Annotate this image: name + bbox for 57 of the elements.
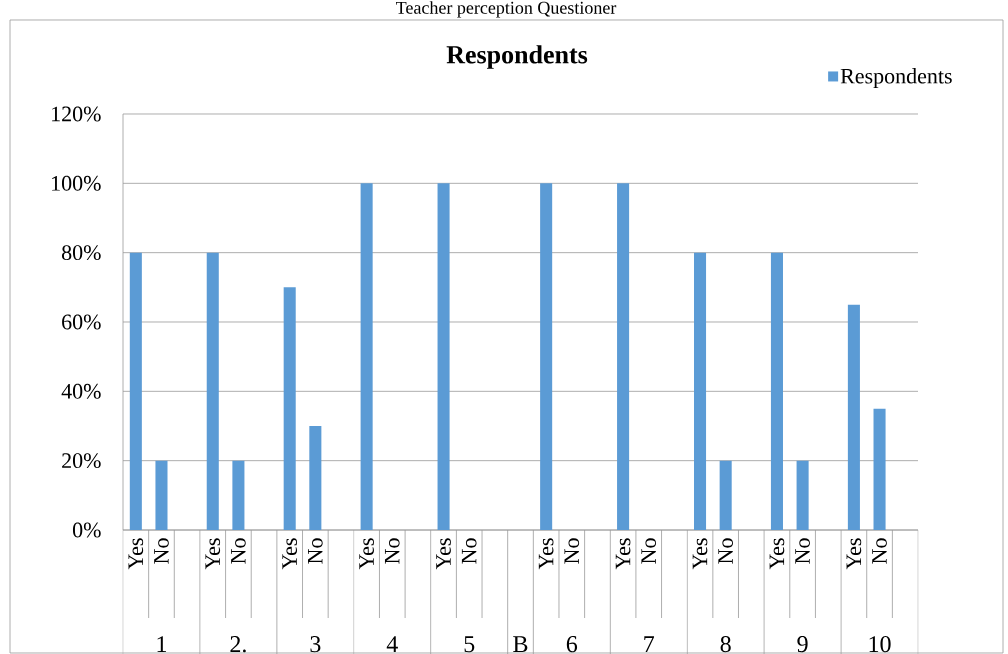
x-tick-label: Yes <box>436 538 451 570</box>
bar <box>232 460 245 530</box>
chart-title: Respondents <box>446 45 588 69</box>
x-tick-label: Yes <box>692 538 708 570</box>
x-tick-label: Yes <box>205 538 221 570</box>
bar <box>540 183 553 530</box>
bar <box>873 408 886 530</box>
text: Teacher perception Questioner <box>396 1 617 18</box>
x-tick-label: Yes <box>538 538 554 570</box>
y-tick-label: 40% <box>61 383 101 399</box>
bar <box>770 252 783 530</box>
text: 7 <box>644 636 655 652</box>
text: 2. <box>230 636 246 653</box>
bar <box>309 426 322 530</box>
x-tick-label: Yes <box>359 538 374 570</box>
x-tick-label: No <box>564 538 580 564</box>
text: 10 <box>869 636 891 653</box>
bar <box>437 183 450 530</box>
x-tick-label: No <box>718 538 733 564</box>
bar <box>847 304 860 530</box>
x-tick-label: No <box>154 538 169 564</box>
x-tick-label: No <box>308 538 323 564</box>
y-tick-label: 0% <box>72 522 101 538</box>
x-tick-label: Yes <box>282 538 298 570</box>
bar <box>694 252 707 530</box>
x-tick-label: No <box>872 538 887 564</box>
x-tick-label: Yes <box>615 538 631 570</box>
bar <box>360 183 373 530</box>
x-tick-label: No <box>231 538 246 564</box>
bar <box>155 460 168 530</box>
x-tick-label: No <box>384 538 400 564</box>
bar <box>129 252 142 530</box>
text: 6 <box>566 636 578 653</box>
y-tick-label: 60% <box>62 314 101 330</box>
x-tick-label: Yes <box>769 538 785 570</box>
bar <box>206 252 219 530</box>
text: 8 <box>720 636 731 653</box>
bar <box>283 287 296 530</box>
y-tick-label: 20% <box>62 453 101 469</box>
x-tick-label: Yes <box>846 538 862 570</box>
text: B <box>513 636 528 653</box>
bar <box>617 183 630 530</box>
x-tick-label: No <box>461 538 477 564</box>
text: 9 <box>797 636 808 653</box>
y-tick-label: 80% <box>61 245 101 261</box>
x-tick-label: No <box>641 538 657 564</box>
bar <box>796 460 809 530</box>
legend-label: Respondents <box>840 68 952 89</box>
text: 5 <box>464 636 475 653</box>
x-tick-label: No <box>795 538 810 564</box>
text: 4 <box>386 636 398 652</box>
text: 1 <box>157 636 167 652</box>
text: 3 <box>310 636 321 653</box>
y-tick-label: 100% <box>52 175 101 191</box>
bar <box>719 460 732 530</box>
x-tick-label: Yes <box>128 538 144 570</box>
y-tick-label: 120% <box>52 106 101 122</box>
